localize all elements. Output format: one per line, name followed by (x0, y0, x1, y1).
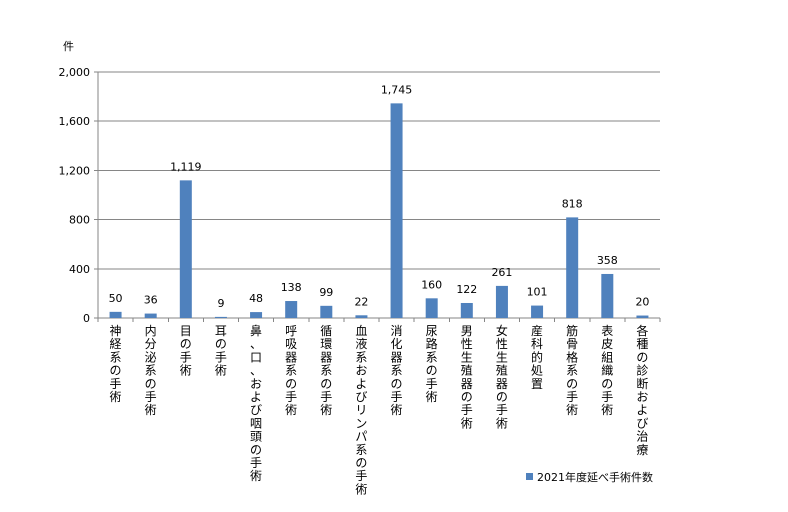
data-label: 160 (421, 278, 442, 291)
bar (601, 273, 614, 318)
category-label: 消化器系の手術 (391, 324, 403, 417)
bars (109, 103, 649, 319)
data-label: 261 (491, 266, 512, 279)
y-unit-label: 件 (63, 40, 74, 53)
legend: 2021年度延べ手術件数 (526, 470, 653, 484)
category-label: 筋骨格系の手術 (566, 323, 578, 417)
bar (214, 316, 227, 318)
y-tick-label: 2,000 (59, 66, 91, 79)
category-label: 男性生殖器の手術 (461, 324, 473, 430)
category-label: 表皮組織の手術 (601, 324, 613, 417)
data-label: 1,745 (381, 83, 413, 96)
data-label: 22 (354, 295, 368, 308)
category-label: 各種の診断および治療 (636, 323, 648, 457)
bar (636, 315, 649, 318)
data-label: 358 (597, 254, 618, 267)
data-label: 122 (456, 283, 477, 296)
y-axis-ticks: 0 400 800 1,200 1,600 2,000 (59, 66, 91, 325)
category-label: 尿路系の手術 (426, 324, 438, 404)
category-label: 内分泌系の手術 (145, 324, 157, 417)
bar (109, 311, 122, 318)
bar (531, 305, 544, 318)
category-label: 産科的処置 (531, 323, 543, 391)
data-label: 9 (217, 297, 224, 310)
category-label: 女性生殖器の手術 (496, 323, 508, 430)
data-label: 20 (635, 296, 649, 309)
bar (285, 301, 298, 318)
category-label: 神経系の手術 (110, 324, 122, 404)
bar (320, 305, 333, 318)
data-label: 818 (562, 197, 583, 210)
bar (460, 302, 473, 318)
y-tick-label: 1,600 (59, 115, 91, 128)
data-label: 138 (281, 281, 302, 294)
data-label: 48 (249, 292, 263, 305)
bar (250, 312, 263, 318)
y-tick-label: 0 (83, 312, 90, 325)
category-label: 呼吸器系の手術 (285, 324, 297, 417)
bar (355, 315, 368, 318)
data-label: 1,119 (170, 160, 202, 173)
category-label: 血液系およびリンパ系の手術 (355, 324, 367, 496)
bar (144, 313, 157, 318)
y-tick-label: 400 (69, 263, 90, 276)
legend-label: 2021年度延べ手術件数 (537, 470, 653, 484)
data-label: 99 (319, 286, 333, 299)
bar (179, 180, 192, 318)
data-label: 50 (109, 292, 123, 305)
legend-swatch (526, 473, 533, 480)
category-label: 耳の手術 (215, 324, 227, 378)
category-labels: 神経系の手術 内分泌系の手術 目の手術 耳の手術 鼻、口、および咽頭の手術 呼吸器系の手術… (110, 323, 649, 496)
bar (495, 285, 508, 318)
category-label: 目の手術 (180, 324, 192, 378)
category-label: 循環器系の手術 (320, 324, 332, 417)
bar (390, 103, 403, 319)
y-tick-label: 1,200 (59, 164, 91, 177)
bar (425, 298, 438, 318)
data-label: 101 (527, 286, 548, 299)
data-label: 36 (144, 294, 158, 307)
y-tick-label: 800 (69, 214, 90, 227)
bar (566, 217, 579, 318)
data-labels: 50 36 1,119 9 48 138 99 22 1,745 160 122 261 101 818 3… (109, 83, 650, 310)
category-label: 鼻、口、および咽頭の手術 (250, 323, 262, 483)
